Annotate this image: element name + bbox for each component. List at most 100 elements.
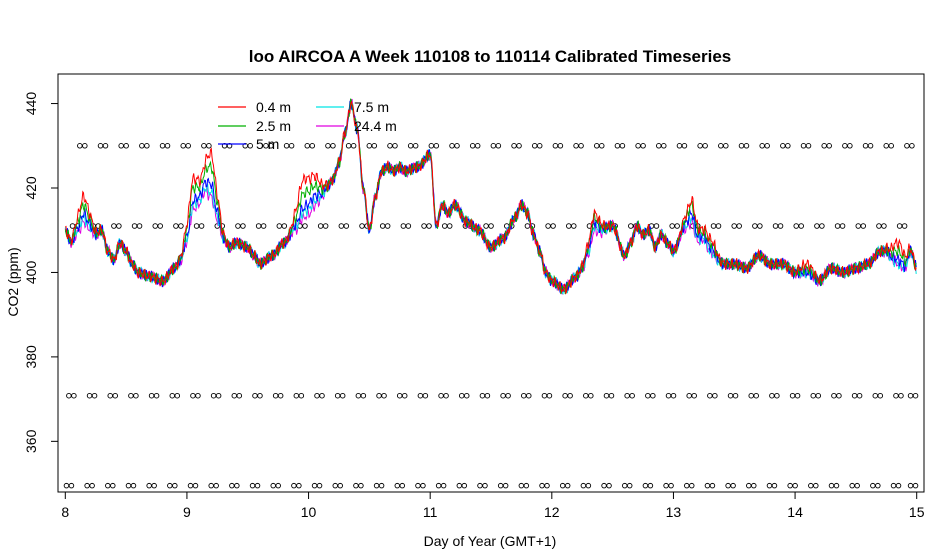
marker-point (826, 143, 832, 149)
marker-point (642, 482, 649, 489)
marker-point (738, 143, 745, 149)
marker-point (645, 392, 651, 399)
marker-point (856, 392, 863, 399)
x-tick-label: 13 (666, 504, 682, 520)
marker-point (789, 392, 796, 399)
marker-point (544, 482, 550, 489)
marker-point (111, 223, 117, 229)
marker-point (621, 482, 628, 489)
marker-point (580, 482, 587, 489)
marker-point (851, 392, 858, 399)
marker-point (378, 482, 385, 489)
marker-point (697, 143, 703, 149)
marker-point (316, 482, 323, 489)
marker-point (557, 143, 564, 149)
marker-point (893, 392, 899, 399)
marker-point (180, 143, 186, 149)
marker-point (715, 223, 722, 229)
marker-point (524, 223, 531, 229)
y-tick-label: 380 (23, 345, 39, 369)
marker-point (277, 392, 284, 399)
marker-point (213, 482, 219, 489)
marker-point (302, 223, 308, 229)
marker-point (82, 143, 88, 149)
marker-point (136, 223, 143, 229)
marker-point (523, 482, 530, 489)
marker-point (516, 143, 522, 149)
y-tick-label: 400 (23, 261, 39, 285)
marker-point (332, 482, 338, 489)
marker-point (912, 482, 919, 489)
marker-point (588, 392, 594, 399)
marker-point (479, 392, 486, 399)
marker-point (281, 223, 288, 229)
marker-point (71, 392, 77, 399)
marker-point (624, 392, 630, 399)
marker-point (415, 482, 421, 489)
y-axis-label: CO2 (ppm) (5, 247, 21, 316)
marker-point (66, 392, 72, 399)
marker-point (422, 392, 429, 399)
marker-point (173, 223, 179, 229)
marker-point (276, 223, 283, 229)
marker-point (463, 392, 470, 399)
marker-point (443, 392, 449, 399)
marker-point (559, 482, 566, 489)
marker-point (164, 143, 171, 149)
marker-point (881, 223, 887, 229)
marker-point (752, 223, 758, 229)
marker-point (635, 143, 641, 149)
marker-point (152, 223, 158, 229)
marker-point (270, 482, 276, 489)
y-tick-label: 360 (23, 429, 39, 453)
marker-point (839, 223, 846, 229)
marker-point (229, 482, 235, 489)
marker-point (777, 223, 784, 229)
marker-point (759, 143, 765, 149)
marker-point (521, 392, 527, 399)
marker-point (187, 482, 194, 489)
marker-point (325, 143, 331, 149)
marker-point (808, 482, 814, 489)
marker-point (255, 223, 262, 229)
marker-point (670, 392, 677, 399)
x-axis-label: Day of Year (GMT+1) (424, 533, 557, 549)
marker-point (614, 143, 621, 149)
marker-point (231, 392, 238, 399)
marker-point (174, 392, 181, 399)
marker-point (854, 482, 860, 489)
marker-point (482, 482, 488, 489)
marker-point (185, 143, 191, 149)
marker-point (898, 392, 904, 399)
marker-point (585, 482, 592, 489)
marker-point (296, 482, 302, 489)
marker-point (862, 143, 869, 149)
marker-point (376, 392, 382, 399)
marker-point (417, 392, 424, 399)
marker-point (157, 223, 163, 229)
marker-point (629, 392, 635, 399)
marker-point (474, 143, 481, 149)
marker-point (373, 482, 380, 489)
marker-point (131, 223, 138, 229)
marker-point (497, 482, 504, 489)
marker-point (353, 482, 359, 489)
marker-point (890, 482, 897, 489)
marker-point (573, 143, 579, 149)
x-tick-label: 15 (909, 504, 925, 520)
marker-point (355, 392, 362, 399)
marker-point (628, 223, 634, 229)
marker-point (907, 482, 914, 489)
marker-point (322, 223, 329, 229)
x-tick-label: 10 (301, 504, 317, 520)
marker-point (105, 482, 111, 489)
marker-point (384, 223, 391, 229)
marker-point (488, 223, 494, 229)
marker-point (260, 223, 267, 229)
marker-point (428, 143, 435, 149)
marker-point (626, 482, 633, 489)
marker-point (456, 482, 463, 489)
marker-point (236, 392, 243, 399)
marker-point (502, 482, 509, 489)
marker-point (601, 482, 607, 489)
